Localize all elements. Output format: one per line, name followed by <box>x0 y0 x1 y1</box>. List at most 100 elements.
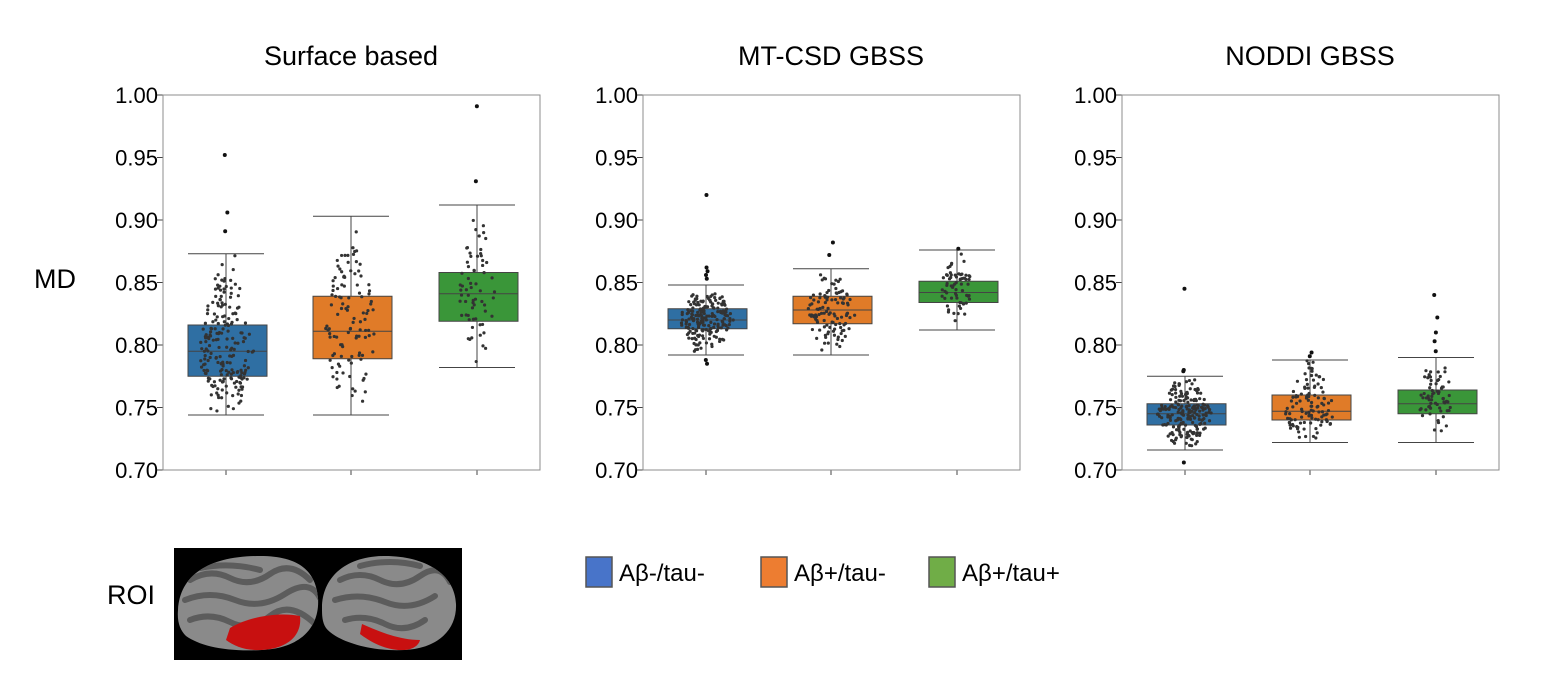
data-point <box>698 308 702 312</box>
data-point <box>358 320 363 324</box>
data-point <box>1317 410 1321 414</box>
panel-surface-based: Surface based 0.70 0.75 0.80 0.85 0.90 0.95 1.… <box>115 41 541 483</box>
data-point <box>233 282 237 286</box>
data-point <box>1436 419 1440 423</box>
data-point <box>459 288 463 292</box>
data-point <box>338 267 342 271</box>
data-point <box>718 296 722 301</box>
data-point <box>1191 420 1195 425</box>
data-point <box>964 273 968 277</box>
data-point <box>715 318 719 322</box>
data-point <box>697 314 701 318</box>
data-point <box>1429 378 1433 383</box>
outlier-point <box>1432 339 1437 344</box>
data-point <box>1198 409 1202 413</box>
data-point <box>833 314 837 318</box>
data-point <box>1435 389 1439 393</box>
data-point <box>220 331 224 335</box>
data-point <box>199 340 203 344</box>
data-point <box>1197 417 1201 422</box>
legend-item-1: Aβ-/tau- <box>585 556 705 588</box>
data-point <box>1285 406 1289 410</box>
data-point <box>1197 414 1201 418</box>
data-point <box>1170 387 1175 391</box>
data-point <box>216 387 220 391</box>
data-point <box>206 379 210 383</box>
data-point <box>684 322 688 326</box>
data-point <box>959 252 963 256</box>
data-point <box>1436 370 1440 374</box>
data-point <box>1307 395 1311 399</box>
data-point <box>705 294 709 299</box>
data-point <box>335 370 339 375</box>
data-point <box>716 306 720 310</box>
data-point <box>1447 380 1451 384</box>
axes-frame <box>642 94 1021 471</box>
data-point <box>712 325 716 329</box>
data-point <box>1166 421 1170 426</box>
data-point <box>944 273 949 277</box>
data-point <box>697 303 701 307</box>
data-point <box>1441 415 1445 419</box>
data-point <box>1428 370 1433 374</box>
data-point <box>466 293 470 297</box>
data-point <box>232 381 237 385</box>
data-point <box>705 314 709 318</box>
data-point <box>953 291 958 296</box>
data-point <box>728 316 732 321</box>
data-point <box>208 355 212 360</box>
data-point <box>358 328 362 332</box>
data-point <box>233 254 237 258</box>
data-point <box>199 365 204 369</box>
data-point <box>364 372 368 376</box>
data-point <box>710 342 714 346</box>
data-point <box>230 368 234 372</box>
data-point <box>961 302 966 306</box>
data-point <box>1168 405 1172 409</box>
data-point <box>218 355 222 359</box>
data-point <box>359 274 363 278</box>
data-point <box>1314 426 1318 431</box>
data-point <box>707 337 712 341</box>
y-tick-label: 0.80 <box>115 333 158 358</box>
data-point <box>207 343 212 348</box>
data-point <box>946 310 951 314</box>
data-point <box>470 306 475 310</box>
data-point <box>818 292 822 296</box>
outlier-point <box>705 269 710 274</box>
data-point <box>1307 391 1311 396</box>
data-point <box>1288 423 1292 427</box>
data-point <box>821 305 825 309</box>
outlier-point <box>704 265 709 270</box>
data-point <box>231 371 235 375</box>
data-point <box>1185 404 1189 408</box>
data-point <box>222 290 226 294</box>
data-point <box>1198 422 1202 426</box>
data-point <box>843 334 847 339</box>
data-point <box>217 395 221 400</box>
swarm-points <box>458 104 497 364</box>
box-1 <box>187 153 268 475</box>
data-point <box>1291 389 1296 394</box>
data-point <box>838 344 842 349</box>
data-point <box>1168 432 1172 436</box>
data-point <box>1429 401 1433 405</box>
data-point <box>713 296 717 300</box>
data-point <box>333 294 338 298</box>
data-point <box>1310 416 1314 420</box>
data-point <box>235 306 240 310</box>
data-point <box>471 298 475 302</box>
data-point <box>1320 415 1324 419</box>
data-point <box>1198 431 1202 435</box>
data-point <box>689 303 693 307</box>
data-point <box>1291 405 1295 409</box>
data-point <box>1317 375 1321 379</box>
data-point <box>240 371 244 375</box>
data-point <box>211 338 215 342</box>
data-point <box>245 377 249 381</box>
data-point <box>1429 382 1433 386</box>
outlier-point <box>827 253 832 257</box>
data-point <box>1173 384 1177 389</box>
box-3 <box>1397 293 1478 475</box>
panel-title: Surface based <box>264 41 438 71</box>
